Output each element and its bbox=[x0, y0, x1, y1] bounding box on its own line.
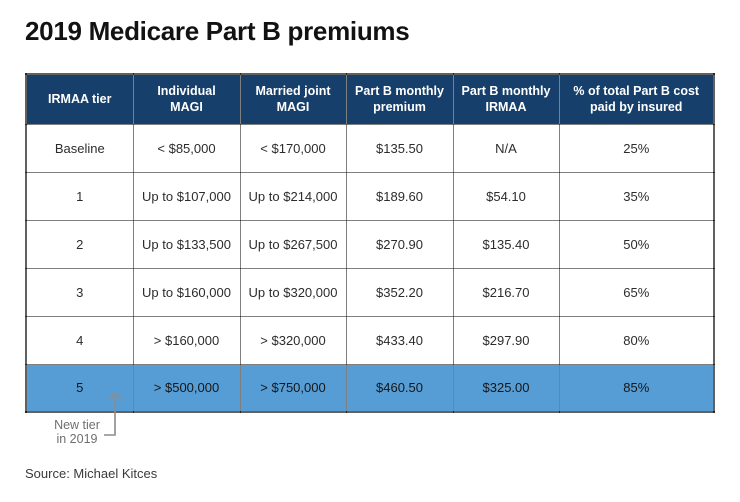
cell: 3 bbox=[25, 267, 134, 317]
column-header-individual-magi: Individual MAGI bbox=[132, 73, 241, 125]
cell: < $85,000 bbox=[132, 123, 241, 173]
table-row-baseline: Baseline < $85,000 < $170,000 $135.50 N/… bbox=[25, 123, 715, 173]
cell: 2 bbox=[25, 219, 134, 269]
column-header-irmaa: Part B monthly IRMAA bbox=[452, 73, 560, 125]
cell: $460.50 bbox=[345, 363, 454, 413]
column-header-married-magi: Married joint MAGI bbox=[239, 73, 347, 125]
column-header-irmaa-tier: IRMAA tier bbox=[25, 73, 134, 125]
up-arrow-icon bbox=[104, 391, 122, 436]
cell: 35% bbox=[558, 171, 715, 221]
table-row-tier-2: 2 Up to $133,500 Up to $267,500 $270.90 … bbox=[25, 219, 715, 269]
cell: Up to $267,500 bbox=[239, 219, 347, 269]
cell: > $500,000 bbox=[132, 363, 241, 413]
cell: $352.20 bbox=[345, 267, 454, 317]
table-row-tier-1: 1 Up to $107,000 Up to $214,000 $189.60 … bbox=[25, 171, 715, 221]
cell: > $160,000 bbox=[132, 315, 241, 365]
annotation-line-2: in 2019 bbox=[56, 432, 98, 446]
table-row-tier-3: 3 Up to $160,000 Up to $320,000 $352.20 … bbox=[25, 267, 715, 317]
premiums-table: IRMAA tier Individual MAGI Married joint… bbox=[25, 73, 715, 413]
cell: 25% bbox=[558, 123, 715, 173]
cell: $189.60 bbox=[345, 171, 454, 221]
cell: $270.90 bbox=[345, 219, 454, 269]
cell: $54.10 bbox=[452, 171, 560, 221]
cell: $325.00 bbox=[452, 363, 560, 413]
new-tier-annotation: New tier in 2019 bbox=[46, 418, 108, 446]
cell: 1 bbox=[25, 171, 134, 221]
column-header-pct-cost: % of total Part B cost paid by insured bbox=[558, 73, 715, 125]
cell: 80% bbox=[558, 315, 715, 365]
cell: Up to $320,000 bbox=[239, 267, 347, 317]
table-row-tier-5-highlighted: 5 > $500,000 > $750,000 $460.50 $325.00 … bbox=[25, 363, 715, 413]
cell: 4 bbox=[25, 315, 134, 365]
cell: 50% bbox=[558, 219, 715, 269]
cell: > $750,000 bbox=[239, 363, 347, 413]
cell: Up to $133,500 bbox=[132, 219, 241, 269]
cell: 85% bbox=[558, 363, 715, 413]
cell: Up to $107,000 bbox=[132, 171, 241, 221]
cell: $135.40 bbox=[452, 219, 560, 269]
cell: 5 bbox=[25, 363, 134, 413]
cell: $216.70 bbox=[452, 267, 560, 317]
table-body: Baseline < $85,000 < $170,000 $135.50 N/… bbox=[25, 123, 715, 413]
page-title: 2019 Medicare Part B premiums bbox=[25, 16, 410, 46]
cell: $297.90 bbox=[452, 315, 560, 365]
column-header-premium: Part B monthly premium bbox=[345, 73, 454, 125]
cell: 65% bbox=[558, 267, 715, 317]
cell: > $320,000 bbox=[239, 315, 347, 365]
table-row-tier-4: 4 > $160,000 > $320,000 $433.40 $297.90 … bbox=[25, 315, 715, 365]
cell: Up to $214,000 bbox=[239, 171, 347, 221]
cell: $135.50 bbox=[345, 123, 454, 173]
cell: N/A bbox=[452, 123, 560, 173]
cell: < $170,000 bbox=[239, 123, 347, 173]
table-header: IRMAA tier Individual MAGI Married joint… bbox=[25, 73, 715, 125]
header-row: IRMAA tier Individual MAGI Married joint… bbox=[25, 73, 715, 125]
cell: Up to $160,000 bbox=[132, 267, 241, 317]
annotation-line-1: New tier bbox=[54, 418, 100, 432]
cell: Baseline bbox=[25, 123, 134, 173]
cell: $433.40 bbox=[345, 315, 454, 365]
source-attribution: Source: Michael Kitces bbox=[25, 466, 158, 481]
